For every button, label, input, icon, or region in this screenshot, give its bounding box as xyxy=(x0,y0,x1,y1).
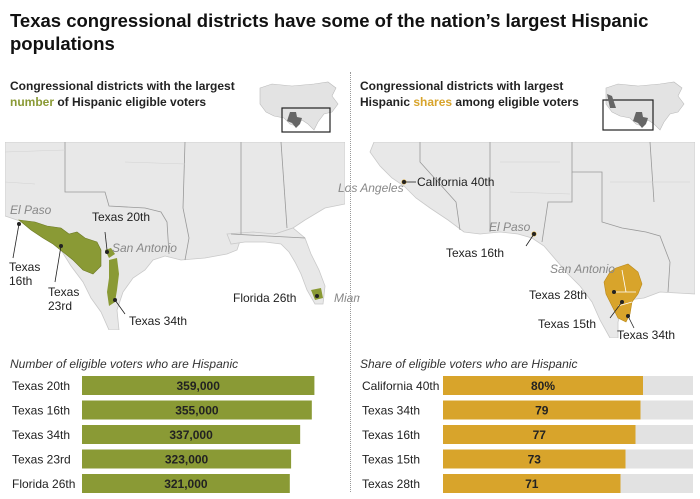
right-subtitle: Congressional districts with largest His… xyxy=(360,78,610,110)
right-chart-title: Share of eligible voters who are Hispani… xyxy=(360,357,578,371)
us-inset-map-right xyxy=(602,81,685,131)
bar xyxy=(82,376,315,395)
bar-value-label: 355,000 xyxy=(175,404,219,418)
district-texas-34th xyxy=(107,258,119,306)
right-subtitle-highlight: shares xyxy=(413,95,453,109)
label-texas-16th-line2: 16th xyxy=(9,274,33,288)
label-texas-34th-left: Texas 34th xyxy=(129,314,188,328)
bar xyxy=(443,474,621,493)
right-subtitle-line1: Congressional districts with largest xyxy=(360,79,564,93)
bar-value-label: 323,000 xyxy=(165,453,209,467)
bar-label: Florida 26th xyxy=(12,477,75,491)
right-subtitle-rest: among eligible voters xyxy=(452,95,579,109)
inset-highlight-box xyxy=(602,99,654,131)
bar-label: Texas 23rd xyxy=(12,453,71,467)
bar xyxy=(82,474,290,493)
label-texas-28th: Texas 28th xyxy=(529,288,588,302)
left-chart-title: Number of eligible voters who are Hispan… xyxy=(10,357,239,371)
bar-label: California 40th xyxy=(362,379,439,393)
label-california-40th: California 40th xyxy=(417,175,495,189)
bar xyxy=(82,400,312,420)
bar-label: Texas 16th xyxy=(362,428,420,442)
label-texas-15th: Texas 15th xyxy=(538,317,597,331)
right-bar-chart: California 40th 80% Texas 34th 79 Texas 16th… xyxy=(362,376,693,493)
bar-value-label: 359,000 xyxy=(177,379,221,393)
city-los-angeles: Los Angeles xyxy=(338,181,404,195)
page-title: Texas congressional districts have some … xyxy=(10,10,649,54)
bar-label: Texas 28th xyxy=(362,477,420,491)
left-subtitle: Congressional districts with the largest… xyxy=(10,78,260,110)
city-el-paso-left: El Paso xyxy=(10,203,52,217)
label-texas-16th-right: Texas 16th xyxy=(446,246,505,260)
label-texas-16th-line1: Texas xyxy=(9,260,41,274)
bar xyxy=(443,449,626,469)
us-inset-map-left xyxy=(259,81,339,133)
left-bar-chart: Texas 20th 359,000 Texas 16th 355,000 Texas … xyxy=(12,376,315,493)
label-florida-26th: Florida 26th xyxy=(233,291,297,305)
bar-label: Texas 15th xyxy=(362,453,420,467)
panel-divider xyxy=(350,72,351,492)
bar-value-label: 73 xyxy=(528,453,542,467)
bar-value-label: 337,000 xyxy=(169,428,213,442)
city-san-antonio-left: San Antonio xyxy=(112,241,177,255)
bar-value-label: 71 xyxy=(525,477,539,491)
label-texas-20th: Texas 20th xyxy=(92,210,151,224)
bar-label: Texas 20th xyxy=(12,379,70,393)
label-texas-23rd-line2: 23rd xyxy=(48,299,73,313)
bar-label: Texas 34th xyxy=(362,404,420,418)
bar xyxy=(443,400,641,420)
left-subtitle-highlight: number xyxy=(10,95,55,109)
bar-label: Texas 16th xyxy=(12,404,70,418)
bar xyxy=(82,449,292,469)
city-san-antonio-right: San Antonio xyxy=(550,262,615,276)
label-texas-34th-right: Texas 34th xyxy=(617,328,676,342)
bar xyxy=(443,376,643,395)
inset-highlight-box xyxy=(281,107,331,133)
bar-label: Texas 34th xyxy=(12,428,70,442)
bar-value-label: 80% xyxy=(531,379,555,393)
bar-value-label: 321,000 xyxy=(164,477,208,491)
city-el-paso-right: El Paso xyxy=(489,220,531,234)
left-region-map xyxy=(5,142,345,330)
bar-value-label: 77 xyxy=(533,428,547,442)
right-subtitle-prefix: Hispanic xyxy=(360,95,414,109)
bar xyxy=(82,425,301,444)
bar-value-label: 79 xyxy=(535,404,549,418)
left-subtitle-rest: of Hispanic eligible voters xyxy=(54,95,207,109)
left-subtitle-line1: Congressional districts with the largest xyxy=(10,79,235,93)
label-texas-23rd-line1: Texas xyxy=(48,285,80,299)
right-region-map xyxy=(360,142,695,338)
bar xyxy=(443,425,636,444)
